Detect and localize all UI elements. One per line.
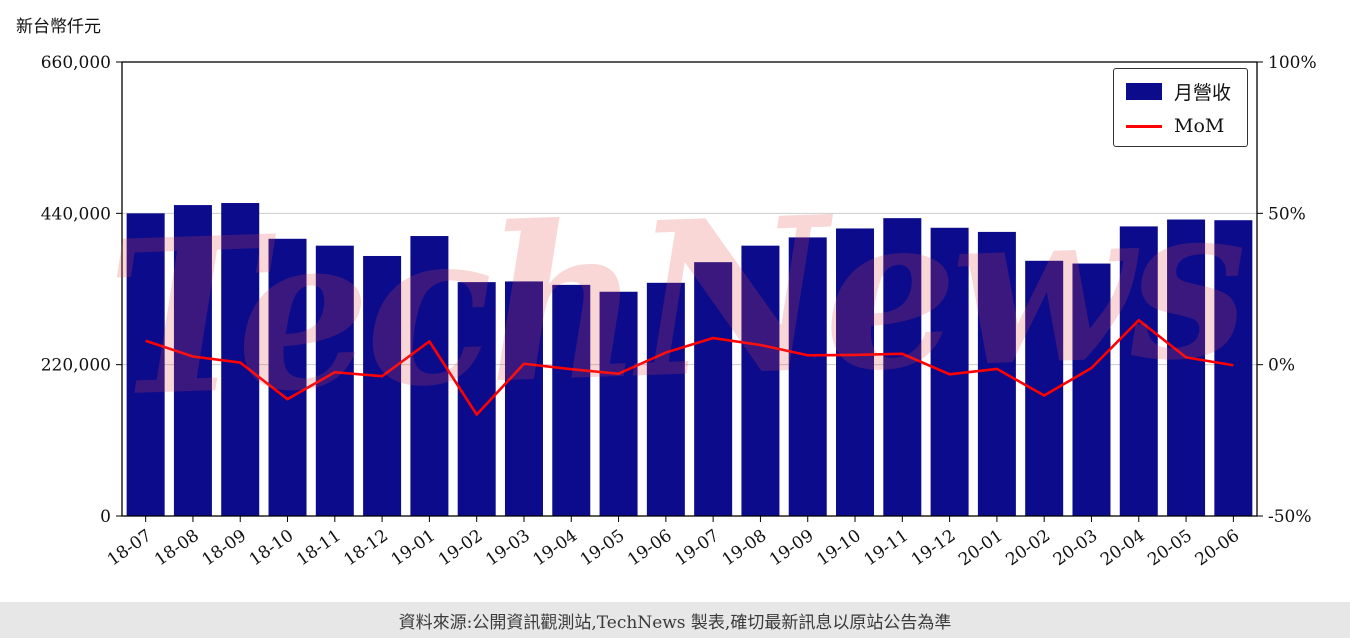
bar-19-04 [552, 284, 591, 516]
x-tick-label: 19-06 [624, 526, 676, 570]
left-tick-label: 440,000 [41, 204, 111, 224]
x-tick-label: 19-05 [577, 526, 629, 570]
bar-19-01 [410, 236, 449, 517]
legend-bar-label: 月營收 [1173, 82, 1231, 104]
bar-18-07 [126, 213, 165, 517]
x-tick-label: 19-01 [388, 526, 440, 570]
bar-18-12 [363, 255, 402, 516]
mom-line [145, 318, 1234, 416]
x-tick-label: 19-04 [530, 526, 582, 570]
x-tick-label: 20-06 [1192, 526, 1244, 570]
bar-19-03 [504, 281, 543, 516]
bar-19-11 [883, 218, 922, 516]
bar-20-03 [1072, 263, 1111, 516]
x-tick-label: 19-12 [908, 526, 960, 570]
x-tick-label: 18-12 [340, 526, 392, 570]
legend-bar-swatch [1125, 83, 1162, 100]
legend-line-label: MoM [1173, 115, 1225, 137]
bar-18-09 [221, 203, 260, 517]
x-tick-label: 20-04 [1097, 526, 1149, 570]
x-tick-label: 18-11 [293, 526, 345, 570]
x-tick-label: 19-10 [813, 526, 865, 570]
bar-20-01 [977, 231, 1016, 516]
right-tick-label: 50% [1268, 204, 1306, 224]
legend-item-revenue: 月營收 [1125, 78, 1231, 105]
bar-18-10 [268, 238, 307, 516]
right-tick-label: 100% [1268, 53, 1317, 73]
legend-line-swatch [1125, 124, 1162, 128]
bar-19-08 [741, 245, 780, 516]
plot-border [121, 61, 1258, 517]
x-tick-label: 19-07 [671, 526, 723, 570]
x-tick-label: 18-09 [198, 526, 250, 570]
x-tick-label: 19-11 [861, 526, 913, 570]
revenue-mom-chart: 0 220,000 440,000 660,000 -50% 0% 50% 100% 18-07… [41, 53, 1317, 570]
x-tick-label: 19-03 [482, 526, 534, 570]
x-tick-label: 20-03 [1050, 526, 1102, 570]
x-tick-label: 18-08 [151, 526, 203, 570]
bar-19-10 [836, 228, 875, 516]
bar-20-05 [1167, 219, 1206, 517]
left-tick-label: 0 [100, 507, 111, 527]
legend-item-mom: MoM [1125, 115, 1231, 137]
left-tick-label: 660,000 [41, 53, 111, 73]
x-tick-label: 18-10 [246, 526, 298, 570]
source-footer: 資料來源:公開資訊觀測站,TechNews 製表,確切最新訊息以原站公告為準 [0, 602, 1350, 638]
x-tick-label: 18-07 [104, 526, 156, 570]
bar-19-02 [457, 282, 496, 516]
x-tick-label: 19-09 [766, 526, 818, 570]
x-tick-label: 19-08 [719, 526, 771, 570]
right-tick-label: 0% [1268, 356, 1295, 376]
bar-20-04 [1119, 226, 1158, 517]
x-tick-label: 20-01 [955, 526, 1007, 570]
x-tick-label: 19-02 [435, 526, 487, 570]
legend: 月營收 MoM [1112, 68, 1248, 147]
bar-18-08 [173, 205, 212, 516]
bar-19-09 [788, 237, 827, 516]
left-tick-label: 220,000 [41, 356, 111, 376]
bar-20-06 [1214, 220, 1253, 516]
x-tick-label: 20-05 [1144, 526, 1196, 570]
y-axis-title: 新台幣仟元 [16, 17, 101, 37]
bar-19-07 [694, 262, 733, 516]
right-tick-label: -50% [1268, 507, 1312, 527]
bar-19-06 [646, 282, 685, 516]
bar-19-05 [599, 291, 638, 516]
x-tick-label: 20-02 [1002, 526, 1054, 570]
